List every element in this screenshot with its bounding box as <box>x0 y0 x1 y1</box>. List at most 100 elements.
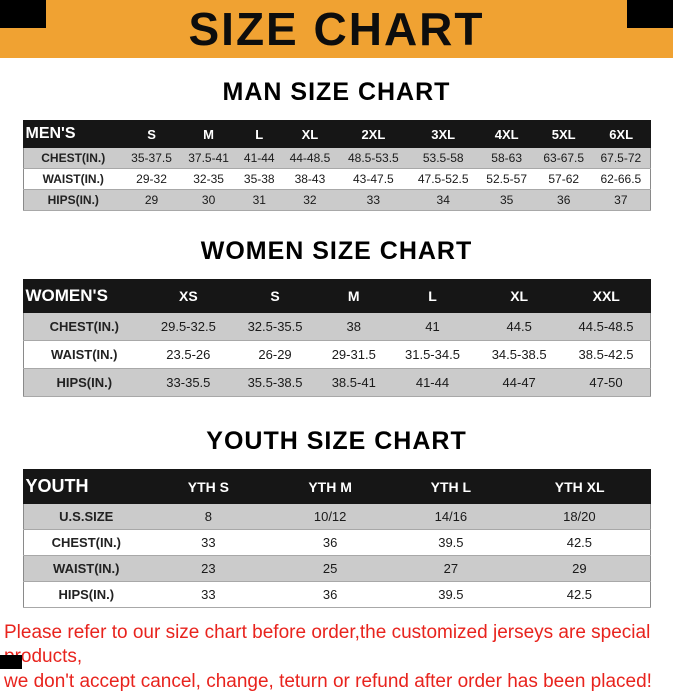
size-column-header: M <box>179 120 238 148</box>
size-value-cell: 14/16 <box>392 503 510 530</box>
size-value-cell: 43-47.5 <box>338 168 409 190</box>
size-value-cell: 26-29 <box>231 340 319 369</box>
size-value-cell: 30 <box>180 189 238 211</box>
measurement-row-label: CHEST(IN.) <box>23 147 123 169</box>
table-row: WAIST(IN.) 23.5-26 26-29 29-31.5 31.5-34.5 34… <box>23 340 650 369</box>
man-size-chart-heading: MAN SIZE CHART <box>222 78 451 106</box>
size-value-cell: 44-48.5 <box>281 147 339 169</box>
size-value-cell: 38-43 <box>281 168 339 190</box>
size-value-cell: 36 <box>267 581 393 608</box>
size-column-header: YTH XL <box>508 469 651 504</box>
table-row: CHEST(IN.) 33 36 39.5 42.5 <box>23 529 650 556</box>
size-column-header: S <box>122 120 181 148</box>
size-value-cell: 23.5-26 <box>145 340 232 369</box>
size-value-cell: 52.5-57 <box>478 168 536 190</box>
measurement-row-label: CHEST(IN.) <box>23 529 149 556</box>
table-title-cell: MEN'S <box>22 120 124 148</box>
size-column-header: L <box>388 279 477 313</box>
size-value-cell: 44-47 <box>475 368 563 397</box>
size-value-cell: 27 <box>392 555 510 582</box>
measurement-row-label: HIPS(IN.) <box>23 581 149 608</box>
size-value-cell: 33 <box>149 581 268 608</box>
size-value-cell: 35-38 <box>237 168 282 190</box>
size-value-cell: 25 <box>267 555 393 582</box>
size-value-cell: 63-67.5 <box>535 147 593 169</box>
size-value-cell: 37 <box>592 189 650 211</box>
size-value-cell: 34 <box>408 189 479 211</box>
size-value-cell: 32-35 <box>180 168 238 190</box>
disclaimer-line-2: we don't accept cancel, change, teturn o… <box>4 670 652 692</box>
table-title-cell: YOUTH <box>22 469 150 504</box>
size-value-cell: 32 <box>281 189 339 211</box>
women-size-chart-heading: WOMEN SIZE CHART <box>200 237 473 265</box>
womens-size-table: WOMEN'S XS S M L XL XXL CHEST(IN.) 29.5-32.5 32.5… <box>22 279 651 397</box>
size-value-cell: 42.5 <box>509 529 650 556</box>
size-value-cell: 36 <box>267 529 393 556</box>
size-column-header: M <box>317 279 390 313</box>
size-column-header: XXL <box>562 279 651 313</box>
measurement-row-label: HIPS(IN.) <box>23 189 123 211</box>
size-value-cell: 31.5-34.5 <box>389 340 476 369</box>
size-value-cell: 33 <box>338 189 409 211</box>
size-value-cell: 23 <box>149 555 268 582</box>
table-header-row: MEN'S S M L XL 2XL 3XL 4XL 5XL 6XL <box>22 120 651 148</box>
size-value-cell: 42.5 <box>509 581 650 608</box>
title-banner: SIZE CHART <box>0 0 673 58</box>
size-column-header: S <box>231 279 319 313</box>
size-value-cell: 41-44 <box>237 147 282 169</box>
size-value-cell: 35.5-38.5 <box>231 368 319 397</box>
size-column-header: YTH L <box>392 469 510 504</box>
size-value-cell: 53.5-58 <box>408 147 479 169</box>
table-row: CHEST(IN.) 29.5-32.5 32.5-35.5 38 41 44.5 44.5… <box>23 312 650 341</box>
size-value-cell: 8 <box>149 503 268 530</box>
size-value-cell: 35 <box>478 189 536 211</box>
table-row: U.S.SIZE 8 10/12 14/16 18/20 <box>23 503 650 530</box>
size-value-cell: 35-37.5 <box>123 147 181 169</box>
size-column-header: 6XL <box>591 120 651 148</box>
table-row: CHEST(IN.) 35-37.5 37.5-41 41-44 44-48.5 48.5… <box>23 147 650 169</box>
size-value-cell: 18/20 <box>509 503 650 530</box>
measurement-row-label: U.S.SIZE <box>23 503 149 530</box>
disclaimer-note: Please refer to our size chart before or… <box>4 621 673 694</box>
size-value-cell: 39.5 <box>392 529 510 556</box>
table-row: HIPS(IN.) 29 30 31 32 33 34 35 36 37 <box>23 189 650 211</box>
measurement-row-label: WAIST(IN.) <box>23 555 149 582</box>
size-value-cell: 41 <box>389 312 476 341</box>
size-value-cell: 37.5-41 <box>180 147 238 169</box>
size-value-cell: 44.5 <box>475 312 563 341</box>
size-column-header: XS <box>144 279 233 313</box>
size-value-cell: 29-32 <box>123 168 181 190</box>
measurement-row-label: HIPS(IN.) <box>23 368 145 397</box>
table-header-row: WOMEN'S XS S M L XL XXL <box>22 279 651 313</box>
size-value-cell: 34.5-38.5 <box>475 340 563 369</box>
table-header-row: YOUTH YTH S YTH M YTH L YTH XL <box>22 469 651 504</box>
size-column-header: 4XL <box>477 120 536 148</box>
size-value-cell: 29.5-32.5 <box>145 312 232 341</box>
size-value-cell: 31 <box>237 189 282 211</box>
size-value-cell: 38 <box>318 312 390 341</box>
size-value-cell: 67.5-72 <box>592 147 650 169</box>
size-column-header: YTH M <box>267 469 393 504</box>
size-column-header: 3XL <box>407 120 479 148</box>
size-value-cell: 33-35.5 <box>145 368 232 397</box>
size-value-cell: 62-66.5 <box>592 168 650 190</box>
size-value-cell: 44.5-48.5 <box>562 312 650 341</box>
size-column-header: XL <box>280 120 339 148</box>
size-value-cell: 33 <box>149 529 268 556</box>
size-value-cell: 41-44 <box>389 368 476 397</box>
size-value-cell: 38.5-41 <box>318 368 390 397</box>
size-value-cell: 29 <box>509 555 650 582</box>
table-row: WAIST(IN.) 23 25 27 29 <box>23 555 650 582</box>
youth-size-table: YOUTH YTH S YTH M YTH L YTH XL U.S.SIZE 8 10/12… <box>22 469 651 608</box>
size-column-header: 2XL <box>337 120 409 148</box>
table-row: WAIST(IN.) 29-32 32-35 35-38 38-43 43-47.5 47.… <box>23 168 650 190</box>
size-value-cell: 36 <box>535 189 593 211</box>
size-value-cell: 57-62 <box>535 168 593 190</box>
size-value-cell: 29-31.5 <box>318 340 390 369</box>
mens-size-table: MEN'S S M L XL 2XL 3XL 4XL 5XL 6XL CHEST(IN.) 35-37… <box>22 120 651 211</box>
top-right-corner-decoration <box>627 0 673 28</box>
size-value-cell: 29 <box>123 189 181 211</box>
table-title-cell: WOMEN'S <box>22 279 146 313</box>
size-value-cell: 58-63 <box>478 147 536 169</box>
size-value-cell: 48.5-53.5 <box>338 147 409 169</box>
